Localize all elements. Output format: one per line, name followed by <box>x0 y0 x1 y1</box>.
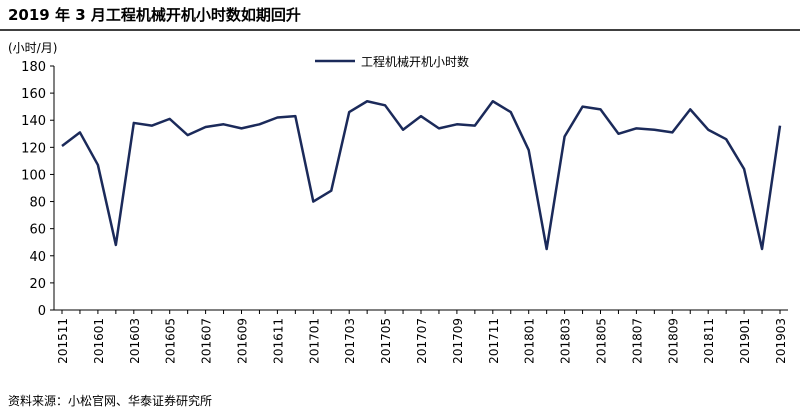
x-tick-label: 201803 <box>559 318 573 364</box>
x-tick-label: 201805 <box>595 318 609 364</box>
x-tick-label: 201901 <box>738 318 752 364</box>
chart-title: 2019 年 3 月工程机械开机小时数如期回升 <box>8 6 301 24</box>
x-tick-label: 201807 <box>630 318 644 364</box>
y-tick-label: 120 <box>21 141 46 156</box>
x-tick-label: 201705 <box>379 318 393 364</box>
x-tick-label: 201701 <box>307 318 321 364</box>
y-tick-label: 20 <box>29 277 46 292</box>
x-tick-label: 201511 <box>56 318 70 364</box>
y-tick-label: 160 <box>21 87 46 102</box>
x-tick-label: 201703 <box>343 318 357 364</box>
x-tick-label: 201609 <box>236 318 250 364</box>
data-line <box>61 99 782 251</box>
x-tick-label: 201707 <box>415 318 429 364</box>
y-tick-label: 100 <box>21 168 46 183</box>
y-tick-label: 180 <box>21 60 46 75</box>
source: 资料来源：小松官网、华泰证券研究所 <box>8 393 212 408</box>
y-tick-label: 40 <box>29 250 46 265</box>
y-axis-label: (小时/月) <box>8 41 57 55</box>
x-tick-label: 201709 <box>451 318 465 364</box>
x-tick-label: 201801 <box>523 318 537 364</box>
x-tick-label: 201601 <box>92 318 106 364</box>
x-tick-label: 201711 <box>487 318 501 364</box>
y-tick-label: 0 <box>38 304 46 319</box>
x-tick-label: 201903 <box>774 318 788 364</box>
x-tick-label: 201605 <box>164 318 178 364</box>
y-tick-label: 140 <box>21 114 46 129</box>
x-tick-label: 201811 <box>702 318 716 364</box>
x-tick-label: 201809 <box>666 318 680 364</box>
x-tick-label: 201607 <box>200 318 214 364</box>
y-tick-label: 60 <box>29 223 46 238</box>
x-tick-label: 201603 <box>128 318 142 364</box>
y-tick-label: 80 <box>29 196 46 211</box>
x-tick-label: 201611 <box>271 318 285 364</box>
legend-label: 工程机械开机小时数 <box>361 54 469 69</box>
